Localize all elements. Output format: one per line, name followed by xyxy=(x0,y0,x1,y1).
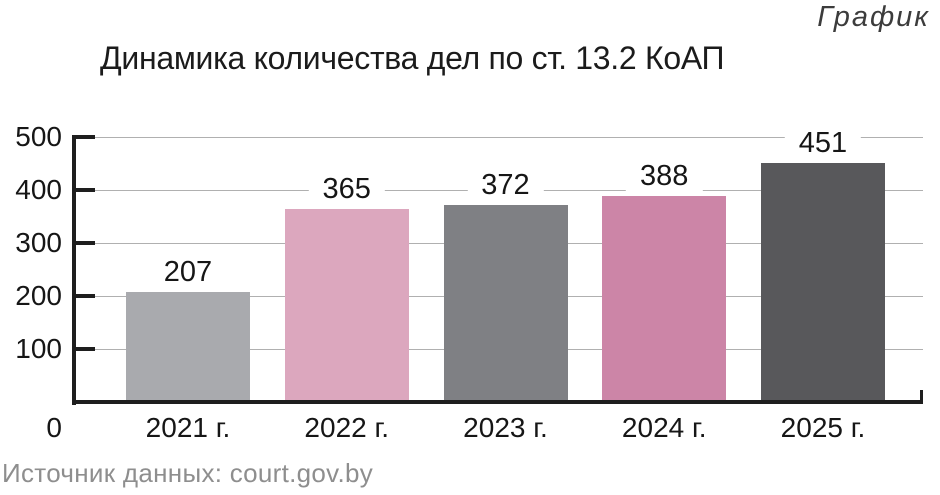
x-axis-line xyxy=(72,400,923,404)
x-axis-category-label: 2021 г. xyxy=(145,412,231,443)
y-axis-tick-label: 200 xyxy=(15,280,62,311)
bar-2024: 388 xyxy=(602,160,727,402)
y-tick-mark-500 xyxy=(72,135,95,139)
y-axis-tick-label: 400 xyxy=(15,174,62,205)
bar-value-label: 365 xyxy=(308,172,385,205)
x-axis-end-hook xyxy=(919,390,923,402)
gridline-500 xyxy=(72,136,923,138)
bar-value-label: 372 xyxy=(467,168,544,201)
chart-title: Динамика количества дел по ст. 13.2 КоАП xyxy=(100,40,725,76)
y-axis-tick-label: 300 xyxy=(15,227,62,258)
plot-area: 207 365 372 388 451 xyxy=(72,127,923,405)
bar-value-label: 207 xyxy=(149,256,227,289)
bar-2021: 207 xyxy=(126,256,250,402)
y-axis-tick-label: 100 xyxy=(15,333,62,364)
x-axis-category-label: 2023 г. xyxy=(463,412,548,443)
data-source-caption: Источник данных: court.gov.by xyxy=(2,458,374,488)
y-tick-mark-200 xyxy=(72,294,95,298)
bar-value-label: 388 xyxy=(626,160,703,193)
y-axis-line xyxy=(72,136,76,405)
bar-2025: 451 xyxy=(761,127,885,402)
bar-value-label: 451 xyxy=(784,127,862,159)
y-axis-tick-label: 500 xyxy=(15,121,62,152)
chart-kind-label: График xyxy=(817,1,930,33)
x-axis-origin-label: 0 xyxy=(46,412,62,443)
y-tick-mark-400 xyxy=(72,188,95,192)
y-tick-mark-100 xyxy=(72,347,95,351)
bar-2022: 365 xyxy=(284,172,409,402)
x-axis-category-label: 2022 г. xyxy=(304,412,390,443)
bar-2023: 372 xyxy=(443,168,568,402)
x-axis-category-label: 2025 г. xyxy=(780,412,866,443)
x-axis-category-label: 2024 г. xyxy=(621,412,707,443)
y-tick-mark-300 xyxy=(72,241,95,245)
